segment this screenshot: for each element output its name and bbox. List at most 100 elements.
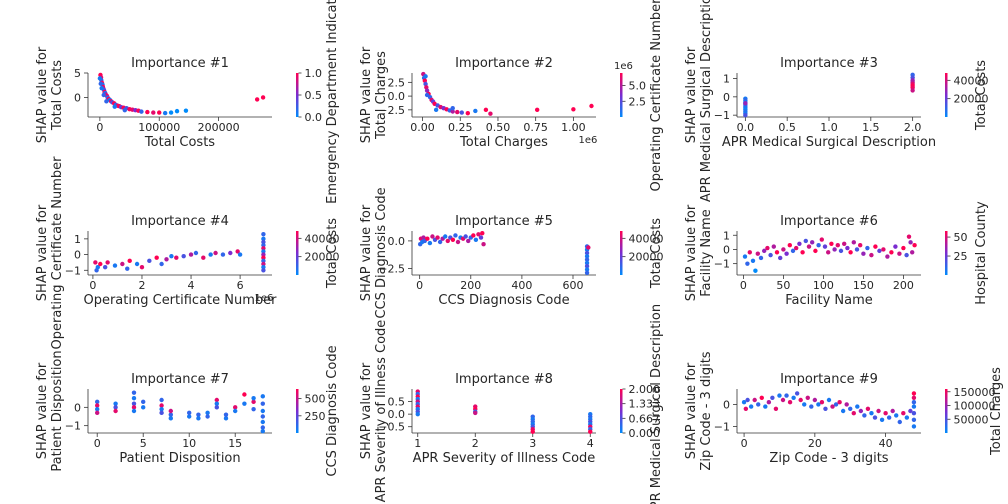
- data-point: [261, 249, 266, 254]
- data-point: [743, 101, 748, 106]
- data-point: [261, 252, 266, 257]
- data-point: [910, 250, 915, 255]
- data-point: [745, 261, 750, 266]
- y-tick-label: −1: [65, 420, 81, 433]
- data-point: [261, 231, 266, 237]
- y-tick-label: 1: [723, 229, 730, 242]
- y-axis-label: Zip Code - 3 digits: [699, 351, 714, 470]
- data-point: [911, 417, 917, 422]
- data-point: [113, 408, 118, 414]
- data-point: [93, 260, 98, 265]
- data-point: [813, 248, 818, 254]
- data-point: [154, 255, 159, 260]
- data-point: [897, 251, 902, 256]
- data-point: [465, 110, 471, 116]
- colorbar-offset-text: 1e6: [614, 61, 633, 72]
- data-point: [435, 235, 440, 240]
- colorbar-label: Total Charges: [989, 367, 1004, 456]
- data-point: [131, 395, 137, 401]
- chart-title: Importance #4: [131, 214, 229, 229]
- data-point: [122, 107, 128, 113]
- data-point: [105, 260, 110, 265]
- y-axis-label: SHAP value for: [35, 46, 50, 143]
- y-axis-label: Total Costs: [50, 60, 65, 131]
- y-tick-label: 0: [74, 249, 81, 262]
- data-point: [174, 108, 180, 114]
- data-point: [784, 393, 789, 398]
- data-point: [95, 410, 100, 416]
- data-point: [794, 391, 800, 396]
- data-point: [159, 261, 164, 267]
- data-point: [157, 110, 162, 115]
- data-point: [213, 250, 218, 256]
- x-tick-label: 100000: [138, 121, 180, 134]
- data-point: [904, 415, 910, 420]
- data-point: [901, 411, 906, 416]
- data-point: [134, 261, 140, 267]
- data-point: [912, 242, 917, 248]
- data-point: [478, 235, 484, 240]
- colorbar-tick-label: 40000: [954, 74, 989, 87]
- data-point: [251, 395, 256, 401]
- data-point: [530, 429, 535, 434]
- data-point: [193, 250, 199, 256]
- y-axis-label: SHAP value for: [359, 362, 374, 459]
- data-point: [787, 400, 793, 405]
- y-axis-label: Facility Name: [699, 209, 714, 297]
- data-point: [168, 110, 174, 115]
- chart-title: Importance #3: [780, 56, 878, 71]
- data-point: [747, 250, 752, 255]
- data-point: [906, 234, 912, 239]
- x-tick-label: 0.50: [486, 121, 511, 134]
- y-tick-label: −2.5: [378, 262, 405, 275]
- y-axis-label: SHAP value for: [684, 362, 699, 459]
- colorbar-label: Operating Certificate Number: [649, 0, 664, 192]
- colorbar-tick-label: 2.5: [629, 95, 647, 108]
- data-point: [844, 402, 849, 407]
- y-axis-label: Operating Certificate Number: [50, 156, 65, 350]
- data-point: [98, 261, 103, 267]
- data-point: [780, 397, 786, 403]
- data-point: [759, 395, 764, 400]
- data-point: [787, 242, 792, 248]
- data-point: [589, 103, 594, 109]
- data-point: [877, 248, 882, 254]
- data-point: [911, 404, 917, 409]
- data-point: [162, 110, 168, 116]
- data-point: [911, 411, 917, 416]
- data-point: [854, 247, 860, 252]
- data-point: [421, 235, 426, 240]
- data-point: [777, 393, 782, 398]
- y-tick-label: −0.5: [378, 421, 405, 434]
- data-point: [473, 237, 479, 242]
- colorbar-tick-label: 500: [305, 393, 326, 406]
- x-tick-label: 600: [563, 279, 584, 292]
- chart-panel-2: Importance #2 0.00 0.25 0.50 0.75 1.00 −2.50.0…: [359, 0, 664, 192]
- data-point: [242, 401, 247, 406]
- x-tick-label: 1.00: [561, 121, 586, 134]
- colorbar-tick-label: 5.0: [629, 80, 647, 93]
- colorbar-tick-label: 0.0: [305, 111, 323, 124]
- data-point: [251, 406, 256, 412]
- colorbar-label: Emergency Department Indicator: [325, 0, 340, 204]
- data-point: [911, 400, 917, 405]
- data-point: [223, 412, 229, 417]
- data-point: [851, 411, 856, 416]
- colorbar-tick-label: 20000: [305, 251, 340, 264]
- data-point: [237, 252, 243, 257]
- x-tick-label: 0: [741, 437, 748, 450]
- data-point: [588, 429, 593, 434]
- colorbar-tick-label: 40000: [629, 232, 664, 245]
- data-point: [104, 99, 109, 104]
- data-point: [908, 240, 913, 245]
- data-point: [164, 257, 169, 262]
- data-point: [473, 410, 478, 416]
- data-point: [483, 107, 489, 113]
- data-point: [260, 394, 265, 399]
- x-tick-label: 15: [228, 437, 242, 450]
- data-point: [261, 261, 266, 267]
- data-point: [471, 233, 476, 238]
- x-tick-label: 0: [94, 437, 101, 450]
- data-point: [139, 109, 144, 114]
